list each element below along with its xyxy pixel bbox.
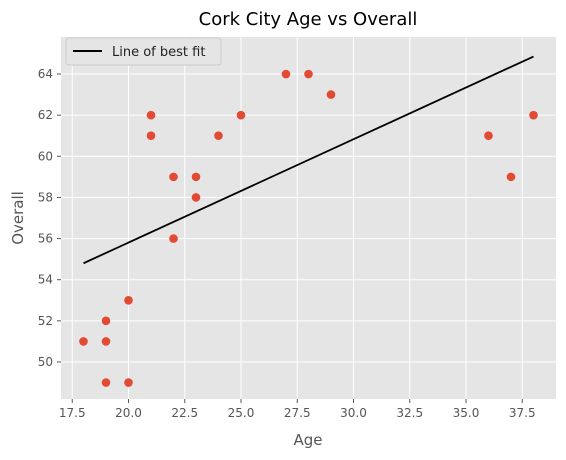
y-axis-ticks: 50 52 54 56 58 60 62 64 xyxy=(38,67,61,369)
data-point xyxy=(146,131,156,141)
data-point xyxy=(79,337,88,346)
legend-box xyxy=(65,37,222,66)
plot-background xyxy=(61,37,556,399)
data-points xyxy=(79,69,538,387)
x-tick-label: 22.5 xyxy=(171,406,198,420)
data-point xyxy=(506,172,516,182)
data-point xyxy=(304,69,313,79)
legend: Line of best fit xyxy=(65,37,222,66)
x-tick-label: 17.5 xyxy=(59,406,86,420)
data-point xyxy=(101,316,111,326)
best-fit-line xyxy=(83,55,534,265)
data-point xyxy=(146,110,156,120)
best-fit-line-group xyxy=(83,55,534,265)
data-point xyxy=(529,110,538,120)
y-axis-label: Overall xyxy=(9,191,27,245)
y-tick-label: 54 xyxy=(38,273,53,287)
data-point xyxy=(169,234,178,243)
x-tick-label: 20.0 xyxy=(115,406,142,420)
data-point xyxy=(124,378,133,387)
data-point xyxy=(101,378,111,387)
x-axis-label: Age xyxy=(293,431,322,449)
data-point xyxy=(214,131,223,141)
y-tick-label: 56 xyxy=(38,232,53,246)
x-tick-label: 30.0 xyxy=(340,406,367,420)
chart-title: Cork City Age vs Overall xyxy=(199,9,418,30)
data-point xyxy=(484,131,493,141)
data-point xyxy=(236,110,246,120)
data-point xyxy=(169,172,178,182)
y-tick-label: 52 xyxy=(38,314,53,328)
data-point xyxy=(326,90,336,99)
y-tick-label: 50 xyxy=(38,355,53,369)
data-point xyxy=(281,69,291,79)
data-point xyxy=(191,172,201,182)
y-tick-label: 64 xyxy=(38,67,53,81)
x-tick-label: 35.0 xyxy=(453,406,480,420)
data-point xyxy=(124,295,133,305)
y-tick-label: 58 xyxy=(38,190,53,204)
data-point xyxy=(101,337,111,346)
y-tick-label: 60 xyxy=(38,149,53,163)
x-tick-label: 25.0 xyxy=(228,406,255,420)
data-point xyxy=(191,193,201,202)
x-axis-ticks: 17.5 20.0 22.5 25.0 27.5 30.0 32.5 35.0 37.5 xyxy=(59,399,536,420)
x-tick-label: 32.5 xyxy=(396,406,423,420)
y-tick-label: 62 xyxy=(38,108,53,122)
x-tick-label: 37.5 xyxy=(509,406,536,420)
legend-entry-best-fit: Line of best fit xyxy=(112,45,205,60)
x-tick-label: 27.5 xyxy=(284,406,311,420)
